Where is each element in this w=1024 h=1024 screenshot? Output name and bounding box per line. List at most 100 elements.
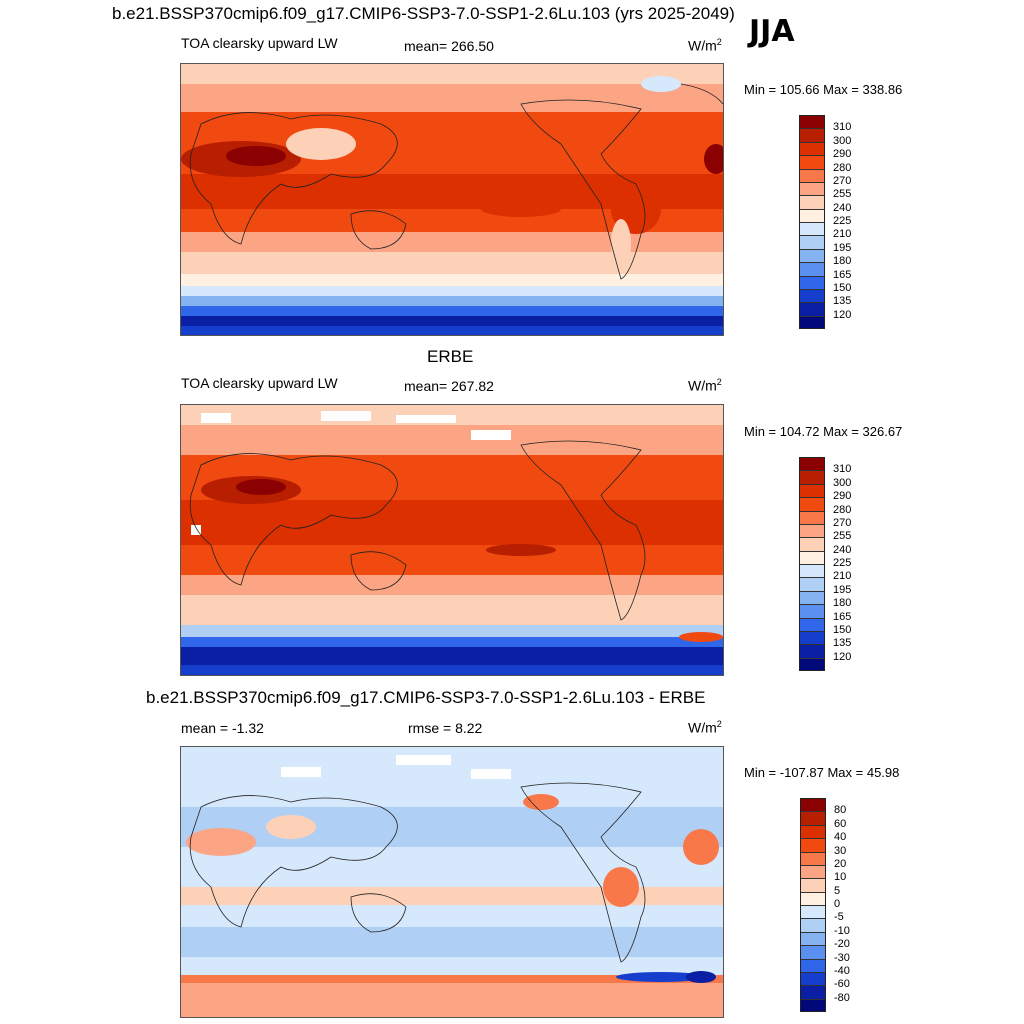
colorbar-swatch bbox=[801, 825, 825, 840]
panel2-colorbar bbox=[799, 457, 825, 671]
colorbar-swatch bbox=[800, 156, 824, 170]
colorbar-swatch bbox=[801, 799, 825, 813]
colorbar-tick-label: 310 bbox=[833, 463, 852, 476]
colorbar-tick-label: 280 bbox=[833, 503, 852, 516]
colorbar-tick-label: 165 bbox=[833, 268, 852, 281]
colorbar-tick-label: 195 bbox=[833, 241, 852, 254]
colorbar-tick-label: 30 bbox=[834, 844, 847, 857]
colorbar-tick-label: 210 bbox=[833, 570, 852, 583]
colorbar-tick-label: 290 bbox=[833, 490, 852, 503]
colorbar-swatch bbox=[801, 906, 825, 920]
colorbar-swatch bbox=[800, 303, 824, 317]
colorbar-swatch bbox=[801, 852, 825, 866]
colorbar-tick-label: 240 bbox=[833, 201, 852, 214]
panel3-units-label: W/m2 bbox=[688, 719, 722, 736]
panel2-colorbar-swatches bbox=[799, 457, 825, 671]
panel1-minmax-label: Min = 105.66 Max = 338.86 bbox=[744, 82, 903, 97]
colorbar-swatch bbox=[800, 289, 824, 304]
colorbar-swatch bbox=[800, 223, 824, 237]
colorbar-swatch bbox=[800, 182, 824, 197]
colorbar-tick-label: 0 bbox=[834, 898, 841, 910]
colorbar-swatch bbox=[801, 959, 825, 973]
colorbar-tick-label: 80 bbox=[834, 804, 847, 817]
colorbar-swatch bbox=[800, 129, 824, 143]
colorbar-swatch bbox=[801, 932, 825, 947]
colorbar-swatch bbox=[800, 511, 824, 525]
colorbar-tick-label: 195 bbox=[833, 583, 852, 596]
colorbar-swatch bbox=[800, 484, 824, 499]
season-label: JJA bbox=[749, 14, 795, 49]
colorbar-tick-label: 180 bbox=[833, 255, 852, 268]
colorbar-swatch bbox=[800, 498, 824, 512]
colorbar-tick-label: 60 bbox=[834, 817, 847, 830]
colorbar-swatch bbox=[800, 524, 824, 539]
colorbar-tick-label: 180 bbox=[833, 597, 852, 610]
panel3-mean-label: mean = -1.32 bbox=[181, 720, 264, 736]
colorbar-swatch bbox=[800, 116, 824, 130]
colorbar-tick-label: 150 bbox=[833, 623, 852, 636]
colorbar-tick-label: 5 bbox=[834, 884, 841, 897]
colorbar-tick-label: 120 bbox=[833, 650, 852, 663]
panel3-map-svg bbox=[181, 747, 723, 1017]
colorbar-tick-label: -60 bbox=[834, 978, 850, 991]
colorbar-tick-label: -30 bbox=[834, 951, 850, 964]
colorbar-swatch bbox=[801, 986, 825, 1000]
panel2-variable-label: TOA clearsky upward LW bbox=[181, 375, 338, 391]
colorbar-swatch bbox=[800, 196, 824, 210]
colorbar-tick-label: 280 bbox=[833, 161, 852, 174]
colorbar-swatch bbox=[800, 458, 824, 472]
colorbar-tick-label: 310 bbox=[833, 121, 852, 134]
colorbar-tick-label: 40 bbox=[834, 831, 847, 844]
panel1-variable-label: TOA clearsky upward LW bbox=[181, 35, 338, 51]
panel1-map bbox=[180, 63, 724, 336]
colorbar-swatch bbox=[800, 605, 824, 619]
colorbar-swatch bbox=[800, 236, 824, 250]
panel3-title: b.e21.BSSP370cmip6.f09_g17.CMIP6-SSP3-7.… bbox=[146, 688, 706, 707]
panel1-colorbar bbox=[799, 115, 825, 329]
colorbar-tick-label: 10 bbox=[834, 871, 847, 884]
colorbar-tick-label: -80 bbox=[834, 991, 850, 1004]
panel2-title: ERBE bbox=[427, 347, 474, 366]
panel1-map-svg bbox=[181, 64, 723, 335]
colorbar-swatch bbox=[800, 209, 824, 223]
colorbar-swatch bbox=[801, 892, 825, 906]
colorbar-tick-label: 270 bbox=[833, 174, 852, 187]
colorbar-tick-label: 240 bbox=[833, 543, 852, 556]
panel2-minmax-label: Min = 104.72 Max = 326.67 bbox=[744, 424, 903, 439]
colorbar-tick-label: -10 bbox=[834, 924, 850, 937]
colorbar-swatch bbox=[800, 551, 824, 565]
colorbar-tick-label: 255 bbox=[833, 188, 852, 201]
colorbar-swatch bbox=[801, 919, 825, 933]
colorbar-swatch bbox=[801, 865, 825, 880]
colorbar-tick-label: 210 bbox=[833, 228, 852, 241]
colorbar-swatch bbox=[800, 645, 824, 659]
colorbar-tick-label: -5 bbox=[834, 911, 844, 924]
panel2-map bbox=[180, 404, 724, 676]
colorbar-swatch bbox=[800, 169, 824, 183]
panel2-units-label: W/m2 bbox=[688, 377, 722, 394]
colorbar-tick-label: 135 bbox=[833, 295, 852, 308]
colorbar-tick-label: 300 bbox=[833, 476, 852, 489]
colorbar-swatch bbox=[800, 658, 824, 670]
colorbar-swatch bbox=[801, 946, 825, 960]
colorbar-tick-label: 135 bbox=[833, 637, 852, 650]
colorbar-tick-label: 150 bbox=[833, 281, 852, 294]
colorbar-swatch bbox=[800, 565, 824, 579]
panel2-mean-label: mean= 267.82 bbox=[404, 378, 494, 394]
colorbar-tick-label: 270 bbox=[833, 516, 852, 529]
colorbar-tick-label: 255 bbox=[833, 530, 852, 543]
colorbar-tick-label: 300 bbox=[833, 134, 852, 147]
colorbar-swatch bbox=[801, 839, 825, 853]
colorbar-swatch bbox=[800, 471, 824, 485]
colorbar-swatch bbox=[800, 276, 824, 290]
panel1-mean-label: mean= 266.50 bbox=[404, 38, 494, 54]
colorbar-swatch bbox=[800, 591, 824, 606]
colorbar-swatch bbox=[801, 812, 825, 826]
colorbar-swatch bbox=[800, 263, 824, 277]
panel3-map bbox=[180, 746, 724, 1018]
colorbar-tick-label: 20 bbox=[834, 857, 847, 870]
colorbar-swatch bbox=[800, 618, 824, 632]
colorbar-tick-label: 290 bbox=[833, 148, 852, 161]
colorbar-swatch bbox=[801, 972, 825, 987]
colorbar-swatch bbox=[800, 249, 824, 264]
